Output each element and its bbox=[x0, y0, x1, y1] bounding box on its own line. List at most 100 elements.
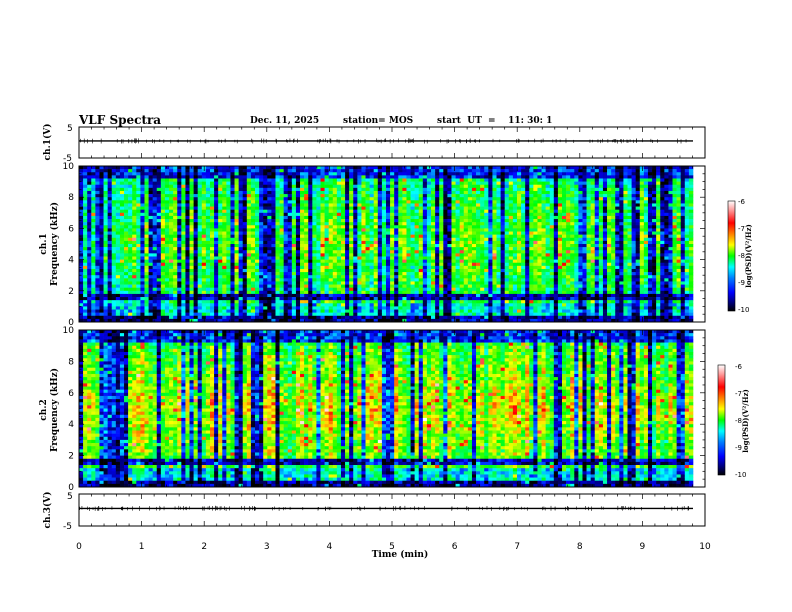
spectrogram-cell bbox=[246, 187, 252, 192]
spectrogram-cell bbox=[205, 262, 211, 267]
spectrogram-cell bbox=[144, 318, 149, 323]
spectrogram-cell bbox=[250, 293, 256, 298]
spectrogram-cell bbox=[381, 222, 387, 226]
spectrogram-cell bbox=[103, 209, 108, 214]
spectrogram-cell bbox=[128, 247, 133, 251]
spectrogram-cell bbox=[238, 262, 244, 267]
spectrogram-cell bbox=[255, 293, 260, 298]
spectrogram-cell bbox=[431, 278, 436, 282]
spectrogram-cell bbox=[201, 234, 207, 239]
spectrogram-cell bbox=[91, 178, 96, 182]
spectrogram-cell bbox=[422, 215, 428, 220]
spectrogram-cell bbox=[255, 172, 260, 176]
spectrogram-cell bbox=[177, 172, 182, 176]
spectrogram-cell bbox=[152, 190, 158, 195]
spectrogram-cell bbox=[320, 175, 325, 179]
spectrogram-cell bbox=[250, 287, 256, 292]
spectrogram-cell bbox=[328, 262, 334, 267]
spectrogram-cell bbox=[349, 312, 354, 317]
spectrogram-cell bbox=[234, 262, 239, 267]
spectrogram-cell bbox=[463, 278, 469, 282]
spectrogram-cell bbox=[91, 228, 96, 232]
spectrogram-cell bbox=[439, 281, 444, 285]
spectrogram-cell bbox=[308, 250, 313, 254]
spectrogram-cell bbox=[205, 259, 211, 264]
spectrogram-cell bbox=[300, 253, 305, 257]
spectrogram-cell bbox=[246, 175, 252, 179]
spectrogram-cell bbox=[414, 312, 420, 317]
spectrogram-cell bbox=[328, 281, 334, 285]
spectrogram-cell bbox=[340, 244, 346, 248]
spectrogram-cell bbox=[193, 181, 198, 186]
spectrogram-cell bbox=[214, 181, 219, 186]
spectrogram-cell bbox=[443, 200, 448, 204]
spectrogram-cell bbox=[291, 268, 297, 273]
spectrogram-cell bbox=[275, 262, 280, 267]
spectrogram-cell bbox=[173, 194, 178, 198]
spectrogram-cell bbox=[353, 169, 358, 173]
spectrogram-cell bbox=[332, 190, 338, 195]
spectrogram-cell bbox=[132, 315, 137, 320]
spectrogram-cell bbox=[418, 284, 424, 288]
spectrogram-cell bbox=[160, 306, 166, 310]
spectrogram-cell bbox=[422, 259, 428, 264]
spectrogram-cell bbox=[386, 259, 391, 264]
spectrogram-cell bbox=[95, 293, 100, 298]
spectrogram-cell bbox=[295, 209, 301, 214]
spectrogram-cell bbox=[267, 318, 272, 323]
spectrogram-cell bbox=[205, 190, 211, 195]
spectrogram-cell bbox=[205, 172, 211, 176]
spectrogram-cell bbox=[79, 244, 84, 248]
spectrogram-cell bbox=[250, 284, 256, 288]
spectrogram-cell bbox=[128, 253, 133, 257]
spectrogram-cell bbox=[185, 306, 190, 310]
spectrogram-cell bbox=[222, 222, 227, 226]
spectrogram-cell bbox=[340, 166, 346, 170]
spectrogram-cell bbox=[197, 293, 203, 298]
spectrogram-cell bbox=[386, 309, 391, 313]
spectrogram-cell bbox=[111, 172, 117, 176]
spectrogram-cell bbox=[422, 265, 428, 270]
spectrogram-cell bbox=[328, 194, 334, 198]
spectrogram-cell bbox=[169, 203, 174, 207]
spectrogram-cell bbox=[222, 175, 227, 179]
spectrogram-cell bbox=[91, 212, 96, 217]
spectrogram-cell bbox=[234, 212, 239, 217]
spectrogram-cell bbox=[164, 268, 170, 273]
spectrogram-cell bbox=[144, 178, 149, 182]
spectrogram-cell bbox=[332, 287, 338, 292]
spectrogram-cell bbox=[312, 297, 317, 301]
spectrogram-cell bbox=[263, 190, 268, 195]
spectrogram-cell bbox=[209, 194, 215, 198]
spectrogram-cell bbox=[173, 275, 178, 279]
spectrogram-cell bbox=[230, 278, 235, 282]
spectrogram-cell bbox=[177, 219, 182, 223]
spectrogram-cell bbox=[406, 169, 411, 173]
spectrogram-cell bbox=[386, 265, 391, 270]
spectrogram-cell bbox=[390, 222, 395, 226]
spectrogram-cell bbox=[455, 187, 460, 192]
spectrogram-cell bbox=[230, 231, 235, 235]
spectrogram-cell bbox=[390, 187, 395, 192]
spectrogram-cell bbox=[381, 281, 387, 285]
spectrogram-cell bbox=[193, 312, 198, 317]
spectrogram-cell bbox=[361, 231, 366, 235]
spectrogram-cell bbox=[459, 272, 465, 276]
spectrogram-cell bbox=[394, 272, 399, 276]
spectrogram-cell bbox=[115, 297, 121, 301]
spectrogram-cell bbox=[435, 253, 440, 257]
spectrogram-cell bbox=[295, 234, 301, 239]
spectrogram-cell bbox=[83, 240, 88, 245]
spectrogram-cell bbox=[115, 281, 121, 285]
spectrogram-cell bbox=[140, 297, 145, 301]
spectrogram-cell bbox=[291, 166, 297, 170]
spectrogram-cell bbox=[119, 293, 125, 298]
spectrogram-cell bbox=[349, 297, 354, 301]
spectrogram-cell bbox=[369, 256, 375, 260]
spectrogram-cell bbox=[308, 203, 313, 207]
spectrogram-cell bbox=[263, 240, 268, 245]
spectrogram-cell bbox=[283, 197, 289, 201]
spectrogram-cell bbox=[218, 175, 223, 179]
spectrogram-cell bbox=[332, 169, 338, 173]
spectrogram-cell bbox=[365, 290, 370, 295]
